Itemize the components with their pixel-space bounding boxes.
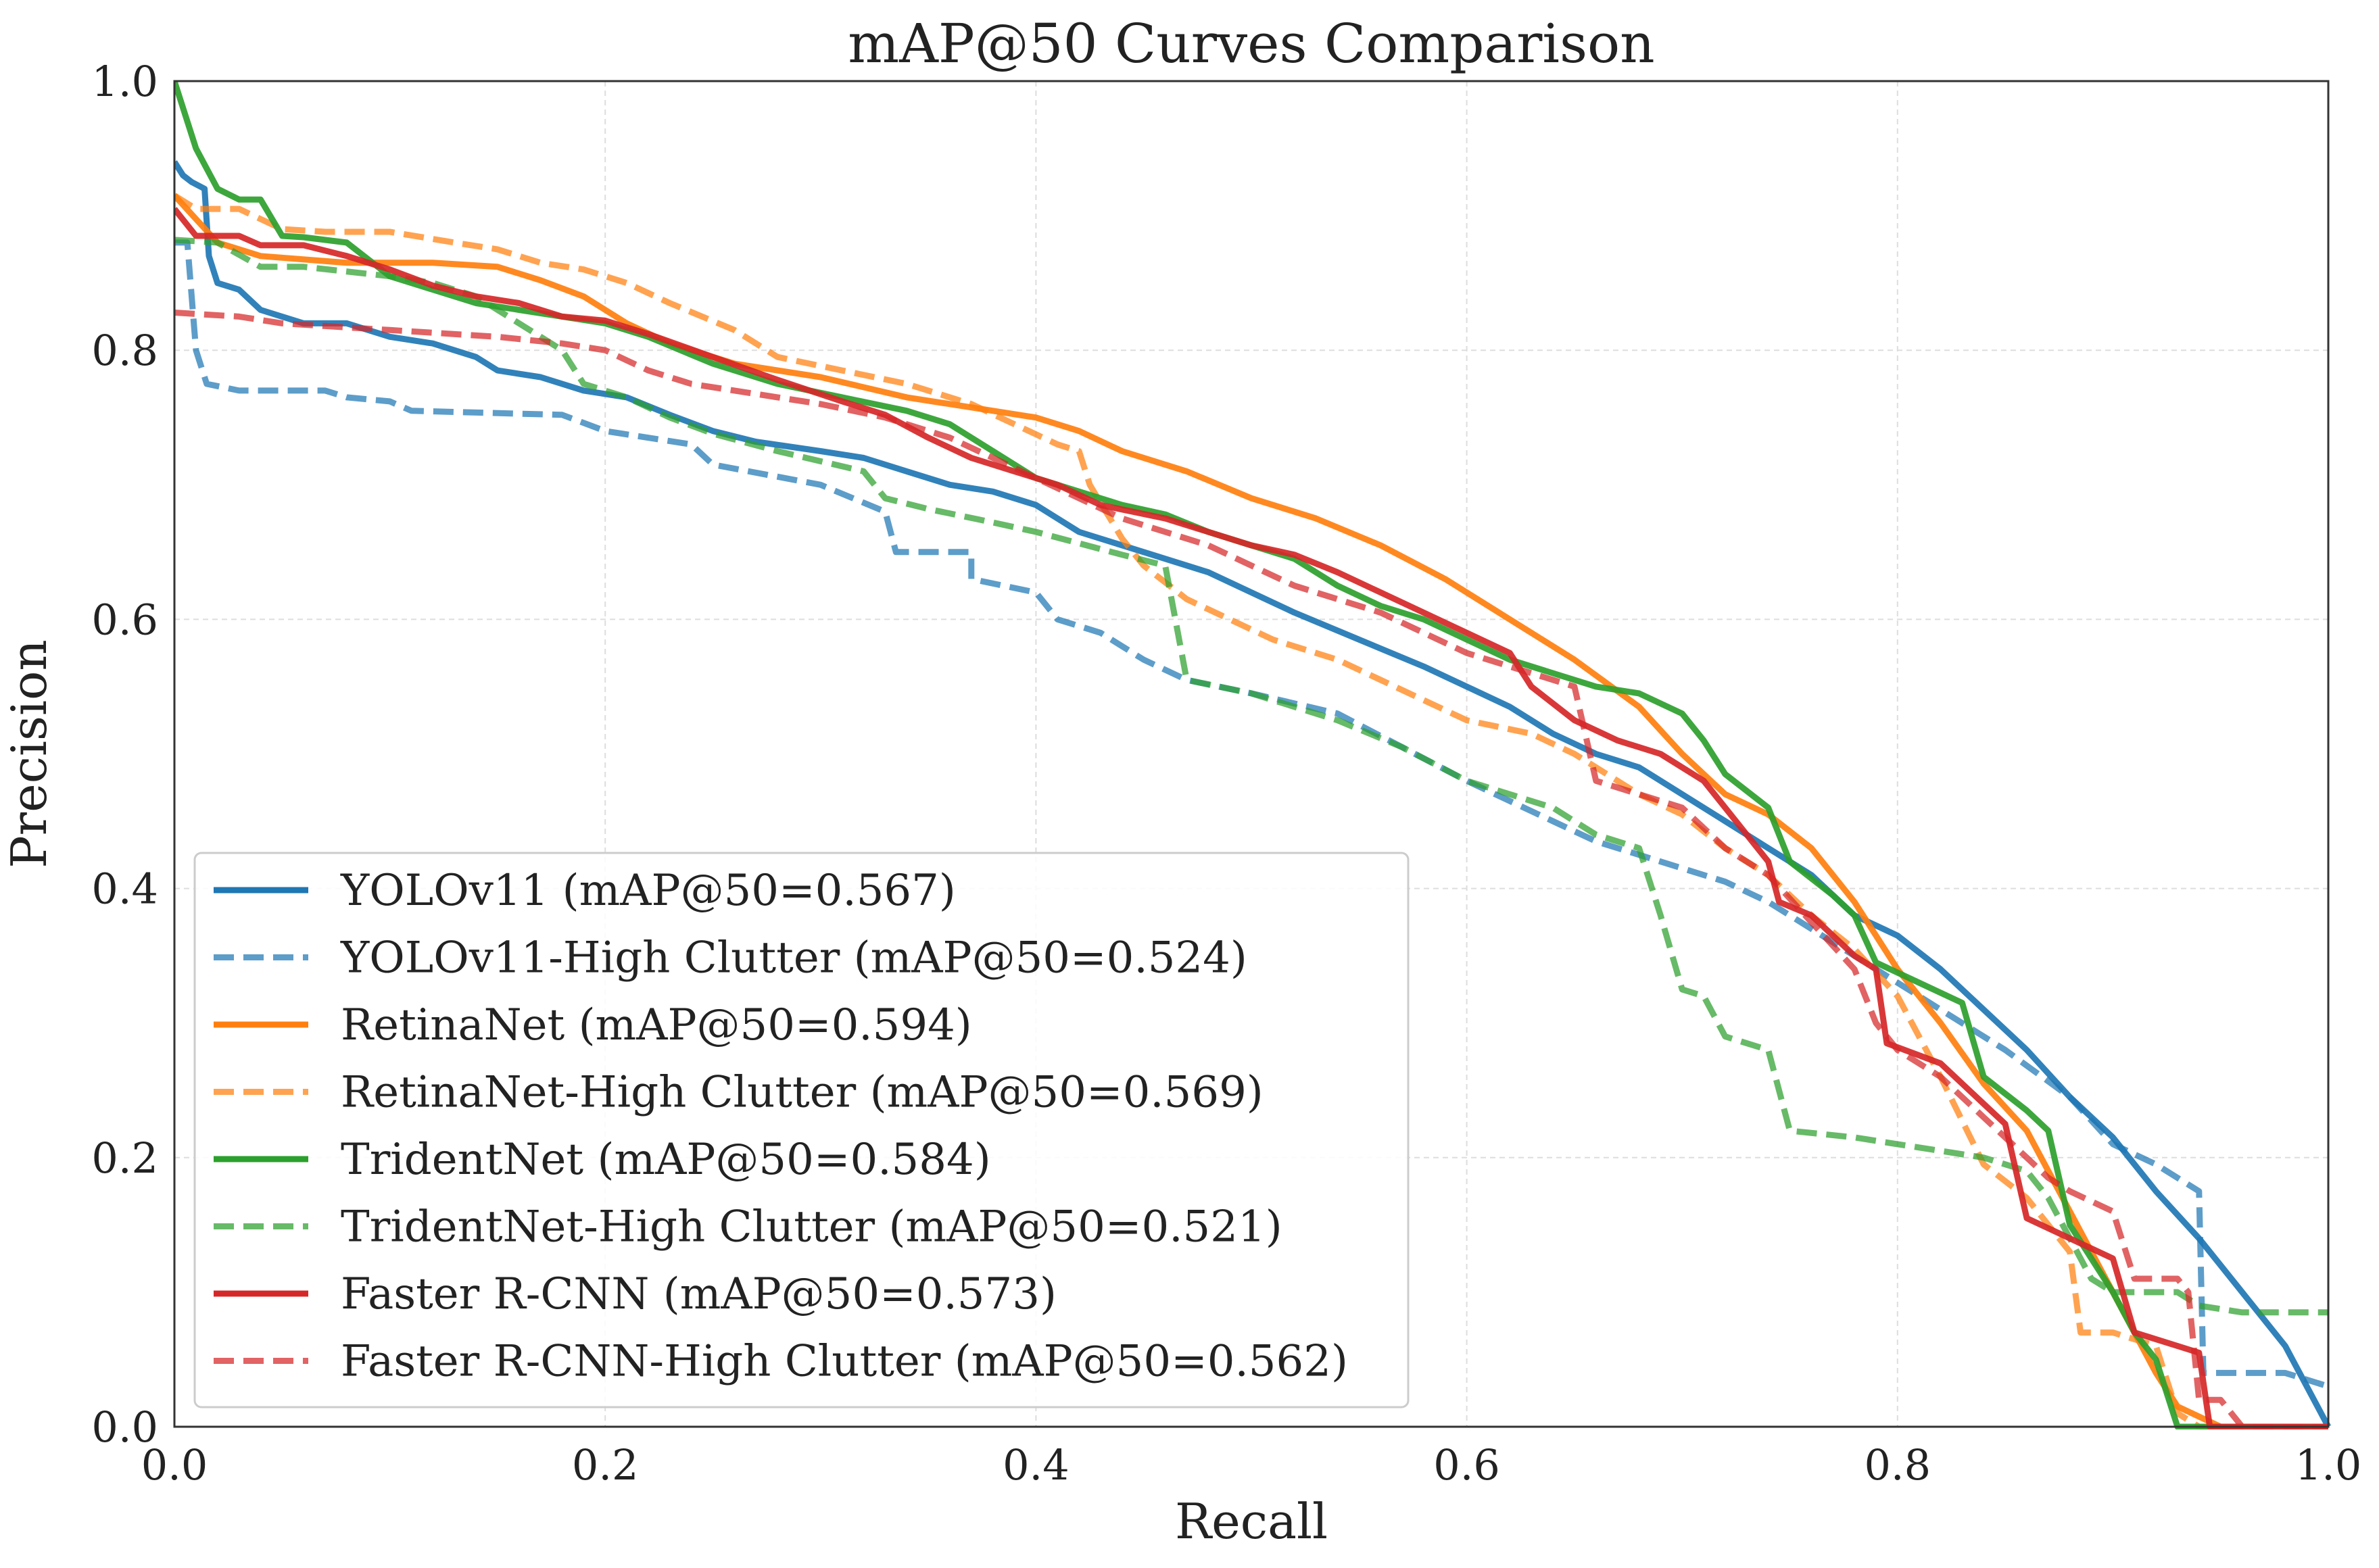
legend-label: YOLOv11 (mAP@50=0.567) [340, 866, 956, 916]
legend-label: YOLOv11-High Clutter (mAP@50=0.524) [340, 933, 1247, 983]
x-axis-title: Recall [1175, 1493, 1328, 1550]
x-tick-label: 1.0 [2295, 1440, 2362, 1490]
legend-label: Faster R-CNN (mAP@50=0.573) [341, 1269, 1057, 1319]
series-line-2 [174, 193, 2328, 1429]
y-tick-label: 1.0 [91, 57, 158, 106]
x-tick-label: 0.0 [141, 1440, 208, 1490]
legend-label: TridentNet-High Clutter (mAP@50=0.521) [341, 1202, 1282, 1252]
x-tick-label: 0.6 [1433, 1440, 1500, 1490]
series-line-6 [174, 207, 2328, 1429]
y-tick-label: 0.2 [91, 1133, 158, 1183]
y-tick-label: 0.6 [91, 595, 158, 644]
plot-frame [173, 80, 2330, 1428]
legend-label: Faster R-CNN-High Clutter (mAP@50=0.562) [341, 1337, 1348, 1387]
series-line-7 [174, 310, 2328, 1429]
y-tick-label: 0.0 [91, 1402, 158, 1452]
legend-label: RetinaNet (mAP@50=0.594) [341, 1000, 972, 1050]
legend-label: RetinaNet-High Clutter (mAP@50=0.569) [341, 1068, 1264, 1118]
chart-title: mAP@50 Curves Comparison [848, 12, 1654, 75]
x-tick-label: 0.2 [572, 1440, 639, 1490]
legend: YOLOv11 (mAP@50=0.567) YOLOv11-High Clutt… [193, 852, 1410, 1408]
y-axis-title: Precision [1, 639, 57, 868]
series-line-0 [174, 160, 2331, 1429]
series-line-4 [174, 80, 2328, 1429]
legend-label: TridentNet (mAP@50=0.584) [341, 1135, 991, 1185]
y-tick-label: 0.8 [91, 326, 158, 375]
series-line-1 [174, 239, 2330, 1390]
x-tick-label: 0.8 [1864, 1440, 1931, 1490]
ticks: 0.0 0.2 0.4 0.6 0.8 1.0 0.0 0.2 0.4 0.6 0.8 1.0 [91, 57, 2361, 1490]
y-tick-label: 0.4 [91, 864, 158, 914]
legend-box [193, 852, 1410, 1408]
series-line-5 [174, 237, 2328, 1316]
x-tick-label: 0.4 [1003, 1440, 1070, 1490]
series-layer [174, 80, 2331, 1429]
